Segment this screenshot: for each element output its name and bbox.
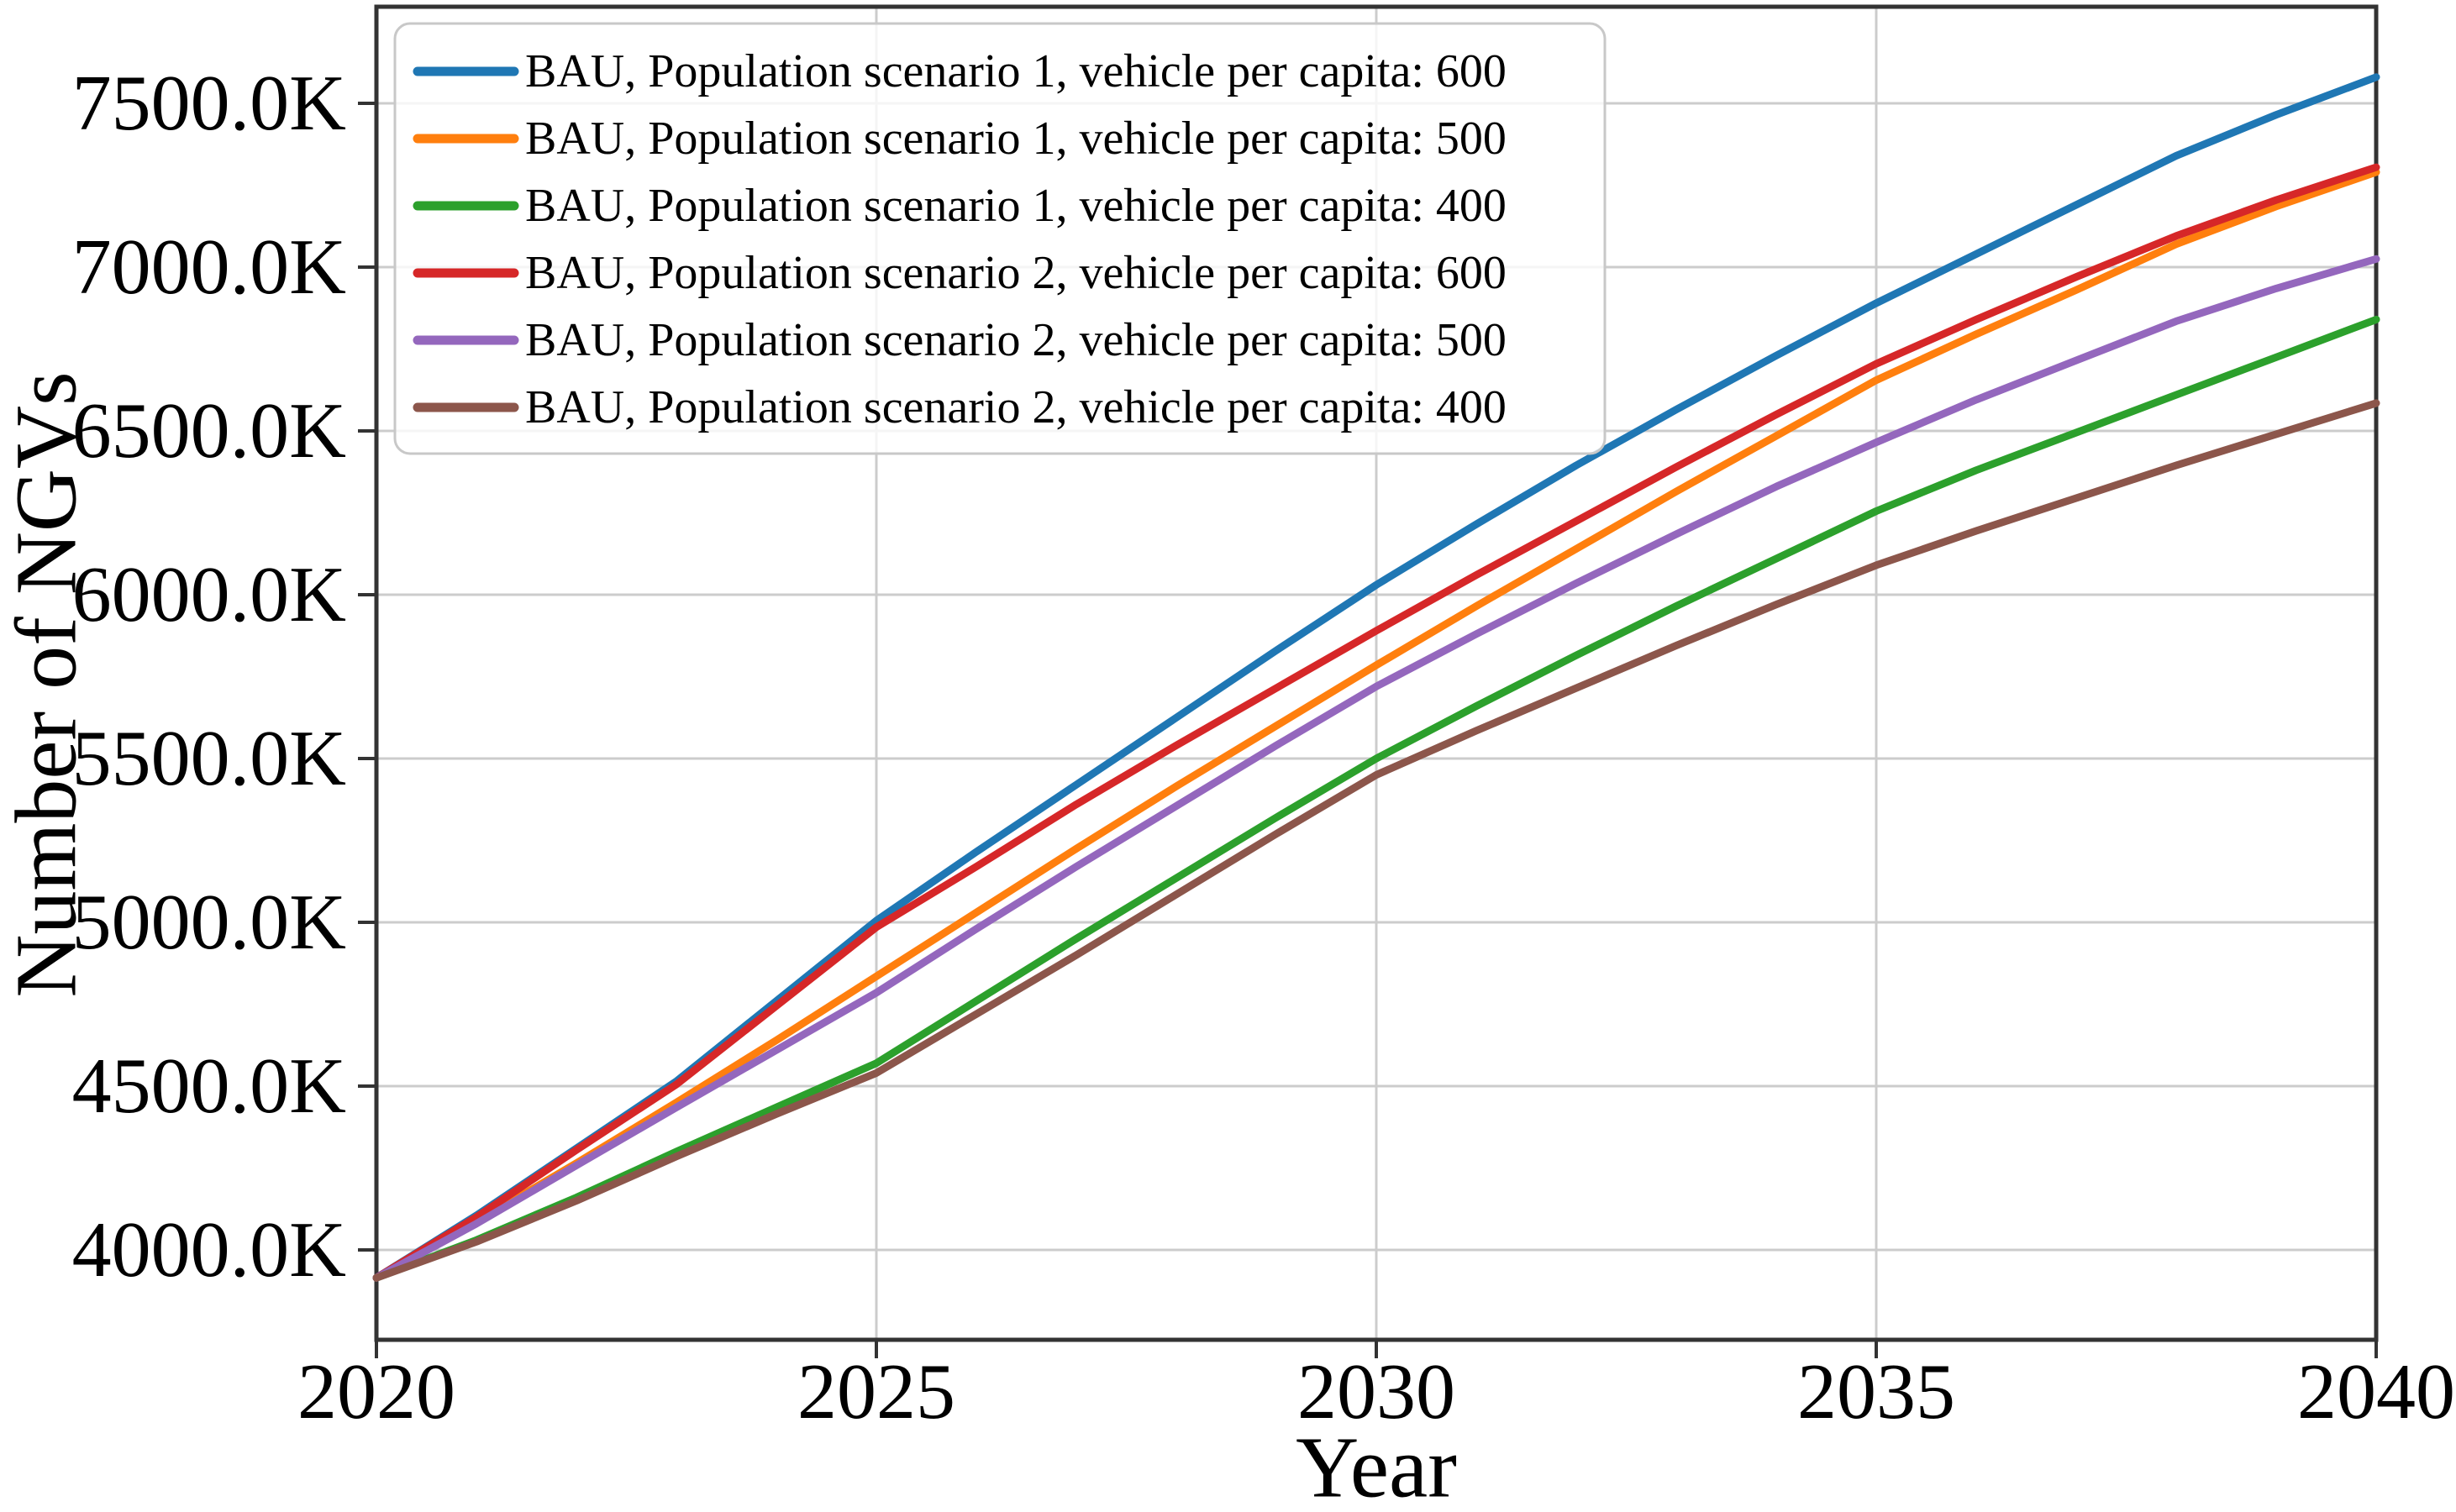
y-tick-label: 6000.0K [72, 551, 346, 638]
y-tick-label: 4500.0K [72, 1042, 346, 1130]
y-axis-title: Number of NGVs [0, 371, 95, 997]
x-tick-label: 2035 [1797, 1348, 1955, 1436]
legend: BAU, Population scenario 1, vehicle per … [393, 22, 1607, 455]
series-line-2 [372, 168, 2380, 1282]
y-axis-tick-labels: 7500.0K 7000.0K 6500.0K 6000.0K 5500.0K 5000.… [72, 60, 346, 1294]
x-axis-tick-labels: 2020 2025 2030 2035 2040 [297, 1348, 2455, 1436]
legend-label: BAU, Population scenario 1, vehicle per … [525, 45, 1507, 97]
legend-item: BAU, Population scenario 1, vehicle per … [413, 45, 1507, 97]
x-tick-label: 2030 [1297, 1348, 1455, 1436]
legend-item: BAU, Population scenario 2, vehicle per … [413, 381, 1507, 433]
series-line-6 [372, 399, 2380, 1282]
tick-marks [358, 102, 2378, 1358]
legend-item: BAU, Population scenario 1, vehicle per … [413, 180, 1507, 232]
legend-item: BAU, Population scenario 1, vehicle per … [413, 113, 1507, 165]
y-tick-label: 5500.0K [72, 715, 346, 802]
legend-item: BAU, Population scenario 2, vehicle per … [413, 247, 1507, 299]
series-lines [372, 73, 2380, 1282]
legend-label: BAU, Population scenario 2, vehicle per … [525, 247, 1507, 299]
series-line-4 [372, 163, 2380, 1282]
series-line-3 [372, 315, 2380, 1282]
legend-label: BAU, Population scenario 2, vehicle per … [525, 381, 1507, 433]
y-tick-label: 5000.0K [72, 879, 346, 966]
y-tick-label: 6500.0K [72, 387, 346, 475]
y-tick-label: 7000.0K [72, 223, 346, 311]
x-tick-label: 2040 [2297, 1348, 2455, 1436]
series-line-5 [372, 255, 2380, 1282]
legend-label: BAU, Population scenario 1, vehicle per … [525, 113, 1507, 165]
legend-item: BAU, Population scenario 2, vehicle per … [413, 314, 1507, 366]
legend-box [393, 22, 1607, 455]
legend-label: BAU, Population scenario 1, vehicle per … [525, 180, 1507, 232]
x-tick-label: 2020 [297, 1348, 455, 1436]
y-tick-label: 7500.0K [72, 60, 346, 147]
x-tick-label: 2025 [797, 1348, 955, 1436]
y-tick-label: 4000.0K [72, 1206, 346, 1294]
x-axis-title: Year [1296, 1420, 1457, 1512]
legend-label: BAU, Population scenario 2, vehicle per … [525, 314, 1507, 366]
